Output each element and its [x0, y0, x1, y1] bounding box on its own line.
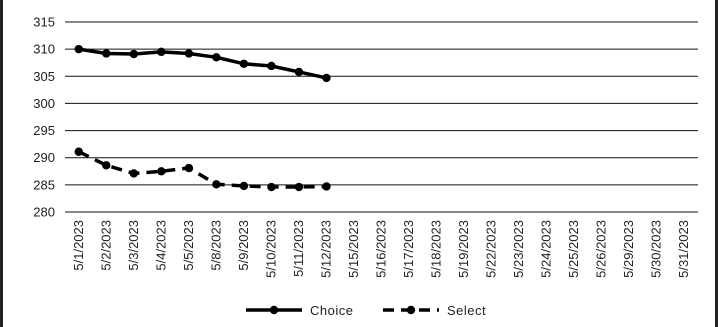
x-tick-label: 5/10/2023: [263, 220, 278, 278]
series-line-select: [78, 150, 327, 189]
data-point-choice: [322, 73, 331, 83]
x-tick-label: 5/16/2023: [374, 220, 389, 278]
x-tick-label: 5/11/2023: [291, 220, 306, 277]
data-point-choice: [129, 49, 139, 59]
data-point-select: [157, 167, 166, 176]
series-line-choice: [78, 47, 327, 80]
x-tick-label: 5/23/2023: [511, 220, 526, 278]
y-tick-label: 315: [33, 15, 55, 30]
data-point-choice: [157, 47, 166, 57]
y-tick-label: 280: [33, 205, 55, 220]
y-tick-label: 305: [33, 69, 55, 84]
x-tick-label: 5/5/2023: [181, 220, 196, 271]
x-tick-label: 5/2/2023: [98, 220, 113, 271]
x-tick-label: 5/29/2023: [621, 220, 636, 278]
y-tick-label: 285: [33, 177, 55, 192]
x-tick-label: 5/26/2023: [594, 220, 609, 278]
data-point-select: [212, 180, 221, 189]
data-point-choice: [212, 53, 221, 62]
y-tick-label: 295: [33, 123, 55, 138]
y-tick-label: 290: [33, 150, 55, 165]
data-point-choice: [102, 49, 111, 58]
data-point-select: [74, 147, 83, 156]
data-point-select: [184, 163, 194, 173]
data-point-select: [239, 181, 249, 191]
data-point-select: [322, 182, 331, 191]
data-point-choice: [239, 59, 249, 68]
legend-marker-select: [406, 305, 416, 315]
x-tick-label: 5/30/2023: [649, 220, 664, 278]
data-point-choice: [294, 67, 304, 77]
data-point-select: [267, 182, 276, 192]
legend-marker-choice: [269, 305, 279, 315]
y-tick-label: 310: [33, 42, 55, 57]
legend-label-select: Select: [447, 303, 486, 318]
x-tick-label: 5/3/2023: [126, 220, 141, 271]
data-point-select: [129, 169, 139, 178]
x-tick-label: 5/17/2023: [401, 220, 416, 278]
data-point-select: [294, 182, 304, 192]
x-tick-label: 5/19/2023: [456, 220, 471, 278]
x-tick-label: 5/24/2023: [539, 220, 554, 278]
data-point-choice: [74, 44, 83, 54]
x-tick-label: 5/25/2023: [566, 220, 581, 278]
x-tick-label: 5/12/2023: [318, 220, 333, 278]
x-tick-label: 5/8/2023: [208, 220, 223, 271]
x-tick-label: 5/9/2023: [236, 220, 251, 271]
x-tick-label: 5/4/2023: [153, 220, 168, 271]
x-tick-label: 5/1/2023: [71, 220, 86, 271]
x-tick-label: 5/31/2023: [676, 220, 691, 278]
x-tick-label: 5/15/2023: [346, 220, 361, 278]
x-tick-label: 5/18/2023: [429, 220, 444, 278]
x-tick-label: 5/22/2023: [484, 220, 499, 278]
data-point-choice: [184, 49, 194, 58]
data-point-choice: [267, 61, 276, 71]
data-point-select: [102, 161, 111, 170]
line-chart: 280 285 290 295 300 305 310 315 5/1/2023 5/2/2023…: [33, 15, 698, 318]
legend-label-choice: Choice: [310, 303, 353, 318]
y-tick-label: 300: [33, 96, 55, 111]
